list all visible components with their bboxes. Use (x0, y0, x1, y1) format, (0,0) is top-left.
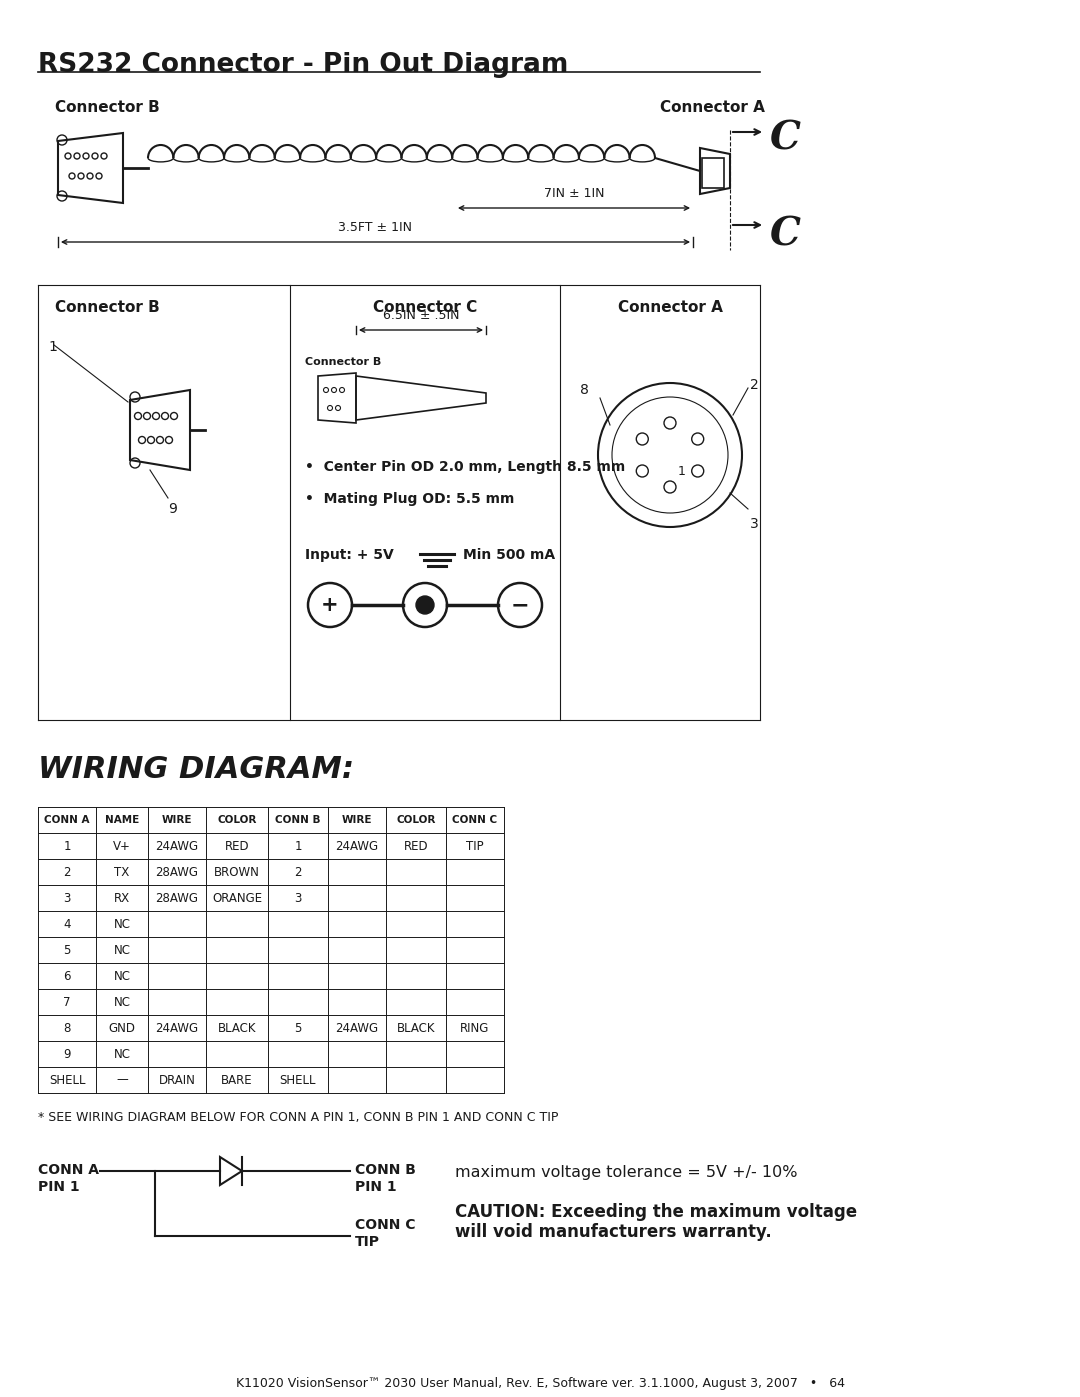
Text: TIP: TIP (467, 840, 484, 852)
Text: 7IN ± 1IN: 7IN ± 1IN (543, 187, 604, 200)
Text: +: + (321, 595, 339, 615)
Text: •  Center Pin OD 2.0 mm, Length 8.5 mm: • Center Pin OD 2.0 mm, Length 8.5 mm (305, 460, 625, 474)
Text: 3: 3 (295, 891, 301, 904)
Text: maximum voltage tolerance = 5V +/- 10%: maximum voltage tolerance = 5V +/- 10% (455, 1165, 797, 1180)
Bar (702, 158, 724, 189)
Text: TIP: TIP (355, 1235, 380, 1249)
Text: 28AWG: 28AWG (156, 891, 199, 904)
Text: NC: NC (113, 1048, 131, 1060)
Text: 24AWG: 24AWG (336, 1021, 379, 1035)
Text: −: − (511, 595, 529, 615)
Text: 5: 5 (64, 943, 70, 957)
Text: 7: 7 (64, 996, 71, 1009)
Text: 9: 9 (168, 502, 177, 515)
Text: BARE: BARE (221, 1073, 253, 1087)
Text: CONN B: CONN B (275, 814, 321, 826)
Text: ORANGE: ORANGE (212, 891, 262, 904)
Text: WIRE: WIRE (162, 814, 192, 826)
Text: Connector B: Connector B (55, 101, 160, 115)
Text: 24AWG: 24AWG (156, 1021, 199, 1035)
Text: RS232 Connector - Pin Out Diagram: RS232 Connector - Pin Out Diagram (38, 52, 568, 78)
Text: GND: GND (108, 1021, 135, 1035)
Text: 24AWG: 24AWG (336, 840, 379, 852)
Text: NC: NC (113, 918, 131, 930)
Text: DRAIN: DRAIN (159, 1073, 195, 1087)
Text: 2: 2 (294, 866, 301, 879)
Text: C: C (770, 215, 801, 253)
Text: COLOR: COLOR (396, 814, 435, 826)
Text: 6: 6 (64, 970, 71, 982)
Text: PIN 1: PIN 1 (38, 1180, 80, 1194)
Text: will void manufacturers warranty.: will void manufacturers warranty. (455, 1222, 772, 1241)
Text: •  Mating Plug OD: 5.5 mm: • Mating Plug OD: 5.5 mm (305, 492, 514, 506)
Text: NC: NC (113, 996, 131, 1009)
Text: 1: 1 (48, 339, 57, 353)
Text: NC: NC (113, 943, 131, 957)
Text: 8: 8 (580, 383, 589, 397)
Text: SHELL: SHELL (49, 1073, 85, 1087)
Text: * SEE WIRING DIAGRAM BELOW FOR CONN A PIN 1, CONN B PIN 1 AND CONN C TIP: * SEE WIRING DIAGRAM BELOW FOR CONN A PI… (38, 1111, 558, 1125)
Text: Input: + 5V: Input: + 5V (305, 548, 394, 562)
Text: BROWN: BROWN (214, 866, 260, 879)
Text: 1: 1 (294, 840, 301, 852)
Text: CONN A: CONN A (38, 1162, 99, 1178)
Text: 5: 5 (295, 1021, 301, 1035)
Text: COLOR: COLOR (217, 814, 257, 826)
Text: 4: 4 (64, 918, 71, 930)
Text: K11020 VisionSensor™ 2030 User Manual, Rev. E, Software ver. 3.1.1000, August 3,: K11020 VisionSensor™ 2030 User Manual, R… (235, 1377, 845, 1390)
Circle shape (416, 597, 434, 615)
Text: TX: TX (114, 866, 130, 879)
Text: SHELL: SHELL (280, 1073, 316, 1087)
Text: 24AWG: 24AWG (156, 840, 199, 852)
Text: 2: 2 (750, 379, 759, 393)
Text: —: — (117, 1073, 127, 1087)
Text: CONN A: CONN A (44, 814, 90, 826)
Text: RED: RED (225, 840, 249, 852)
Text: BLACK: BLACK (218, 1021, 256, 1035)
Text: 1: 1 (64, 840, 71, 852)
Text: 1: 1 (678, 465, 686, 478)
Text: 6.5IN ± .5IN: 6.5IN ± .5IN (382, 309, 459, 321)
Text: Connector C: Connector C (373, 300, 477, 314)
Text: Min 500 mA: Min 500 mA (463, 548, 555, 562)
Text: BLACK: BLACK (396, 1021, 435, 1035)
Text: 8: 8 (64, 1021, 70, 1035)
Text: NAME: NAME (105, 814, 139, 826)
Text: CAUTION: Exceeding the maximum voltage: CAUTION: Exceeding the maximum voltage (455, 1203, 858, 1221)
Text: PIN 1: PIN 1 (355, 1180, 396, 1194)
Text: CONN C: CONN C (453, 814, 498, 826)
Text: CONN C: CONN C (355, 1218, 416, 1232)
Text: Connector A: Connector A (618, 300, 723, 314)
Text: V+: V+ (113, 840, 131, 852)
Text: Connector A: Connector A (660, 101, 765, 115)
Text: 28AWG: 28AWG (156, 866, 199, 879)
Text: 9: 9 (64, 1048, 71, 1060)
Text: C: C (770, 120, 801, 158)
Text: 3.5FT ± 1IN: 3.5FT ± 1IN (338, 221, 413, 235)
Text: 2: 2 (64, 866, 71, 879)
Text: RX: RX (113, 891, 130, 904)
Text: Connector B: Connector B (305, 358, 381, 367)
Text: WIRE: WIRE (341, 814, 373, 826)
Text: Connector B: Connector B (55, 300, 160, 314)
Text: RING: RING (460, 1021, 489, 1035)
Text: CONN B: CONN B (355, 1162, 416, 1178)
Text: 3: 3 (750, 517, 759, 531)
Text: 3: 3 (64, 891, 70, 904)
Text: NC: NC (113, 970, 131, 982)
Text: RED: RED (404, 840, 429, 852)
Text: WIRING DIAGRAM:: WIRING DIAGRAM: (38, 754, 354, 784)
